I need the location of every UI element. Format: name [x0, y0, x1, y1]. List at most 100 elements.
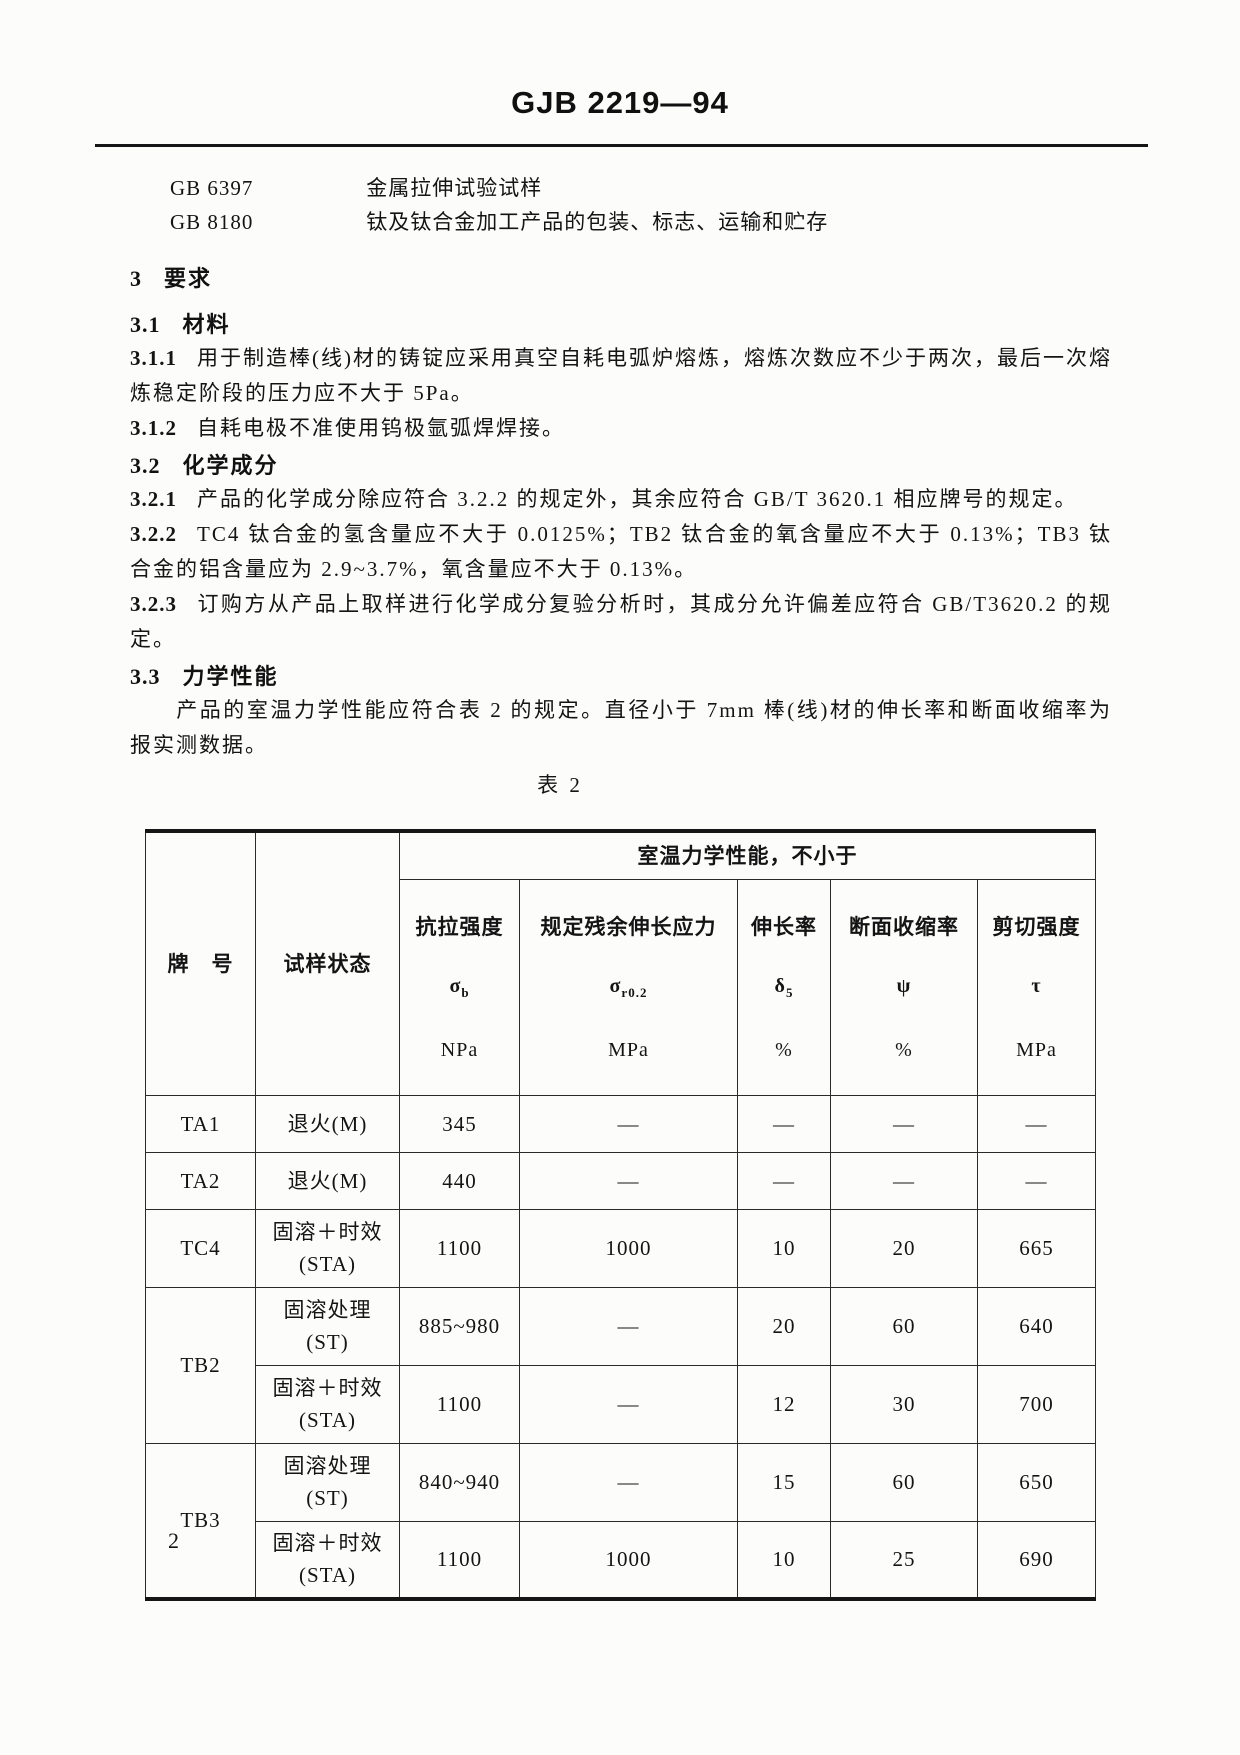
cell-residual: —: [519, 1286, 738, 1366]
clause-3-1-1: 3.1.1 用于制造棒(线)材的铸锭应采用真空自耗电弧炉熔炼，熔炼次数应不少于两次…: [130, 341, 1112, 411]
cell-tensile: 1100: [399, 1208, 520, 1288]
cell-grade: TB3: [145, 1442, 256, 1600]
cell-grade: TB2: [145, 1286, 256, 1444]
cell-elongation: 10: [737, 1520, 831, 1600]
header-unit: MPa: [608, 1038, 649, 1061]
references-list: GB 6397 金属拉伸试验试样 GB 8180 钛及钛合金加工产品的包装、标志…: [170, 171, 1240, 239]
doc-code-title: GJB 2219—94: [511, 85, 729, 120]
header-symbol: δ5: [740, 974, 828, 1005]
cell-shear: 650: [977, 1442, 1096, 1522]
section-number: 3: [130, 266, 142, 291]
symbol-base: ψ: [896, 974, 912, 997]
reference-item: GB 8180 钛及钛合金加工产品的包装、标志、运输和贮存: [170, 205, 1240, 239]
reference-code: GB 6397: [170, 176, 254, 200]
header-tensile-strength: 抗拉强度 σb NPa: [399, 878, 520, 1096]
section-title: 化学成分: [182, 453, 279, 478]
clause-3-2-3: 3.2.3 订购方从产品上取样进行化学成分复验分析时，其成分允许偏差应符合 GB/…: [130, 587, 1112, 657]
header-title: 断面收缩率: [849, 914, 959, 939]
cell-residual: —: [519, 1442, 738, 1522]
cell-shear: —: [977, 1094, 1096, 1153]
cell-tensile: 1100: [399, 1520, 520, 1600]
cell-tensile: 345: [399, 1094, 520, 1153]
clause-text: 产品的化学成分除应符合 3.2.2 的规定外，其余应符合 GB/T 3620.1…: [197, 487, 1078, 511]
table-row: TA1 退火(M) 345 — — — —: [145, 1094, 1096, 1153]
section-title: 力学性能: [182, 664, 279, 689]
cell-elongation: —: [737, 1151, 831, 1210]
reference-code: GB 8180: [170, 210, 254, 234]
cell-grade: TA2: [145, 1151, 256, 1210]
section-title: 要求: [164, 266, 213, 291]
clause-number: 3.2.1: [130, 487, 177, 511]
cell-state: 退火(M): [255, 1151, 400, 1210]
cell-state: 固溶＋时效 (STA): [255, 1208, 400, 1288]
section-number: 3.2: [130, 453, 161, 478]
table-row: TA2 退火(M) 440 — — — —: [145, 1151, 1096, 1210]
clause-text: 订购方从产品上取样进行化学成分复验分析时，其成分允许偏差应符合 GB/T3620…: [130, 592, 1112, 651]
section-3-2-heading: 3.2 化学成分: [130, 450, 1240, 482]
cell-reduction: 25: [830, 1520, 978, 1600]
symbol-base: σ: [449, 974, 462, 997]
header-state: 试样状态: [255, 830, 400, 1096]
header-unit: NPa: [440, 1038, 479, 1061]
cell-reduction: 60: [830, 1286, 978, 1366]
title-rule: [95, 144, 1148, 147]
clause-3-2-1: 3.2.1 产品的化学成分除应符合 3.2.2 的规定外，其余应符合 GB/T 3…: [130, 482, 1112, 517]
cell-shear: —: [977, 1151, 1096, 1210]
header-shear-strength: 剪切强度 τ MPa: [977, 878, 1096, 1096]
table-row: TC4 固溶＋时效 (STA) 1100 1000 10 20 665: [145, 1208, 1096, 1288]
header-title: 抗拉强度: [415, 914, 504, 939]
header-residual-stress: 规定残余伸长应力 σr0.2 MPa: [519, 878, 738, 1096]
cell-residual: —: [519, 1364, 738, 1444]
header-symbol: τ: [980, 974, 1093, 1005]
symbol-sub: b: [461, 984, 470, 1000]
table-row: 固溶＋时效 (STA) 1100 — 12 30 700: [146, 1364, 1096, 1444]
reference-title: 金属拉伸试验试样: [366, 176, 543, 200]
cell-residual: —: [519, 1151, 738, 1210]
cell-reduction: 30: [830, 1364, 978, 1444]
page-number: 2: [168, 1528, 179, 1553]
header-title: 伸长率: [751, 914, 817, 939]
cell-residual: —: [519, 1094, 738, 1153]
header-grade: 牌 号: [145, 830, 256, 1096]
paragraph-text: 产品的室温力学性能应符合表 2 的规定。直径小于 7mm 棒(线)材的伸长率和断…: [130, 698, 1112, 757]
header-reduction-of-area: 断面收缩率 ψ %: [830, 878, 978, 1096]
cell-residual: 1000: [519, 1208, 738, 1288]
cell-reduction: —: [830, 1094, 978, 1153]
symbol-base: δ: [774, 974, 786, 997]
clause-number: 3.2.2: [130, 522, 177, 546]
section-3-1-heading: 3.1 材料: [130, 309, 1240, 341]
clause-text: TC4 钛合金的氢含量应不大于 0.0125%；TB2 钛合金的氧含量应不大于 …: [130, 522, 1112, 581]
table-row: TB2 固溶处理 (ST) 885~980 — 20 60 640: [145, 1286, 1096, 1444]
cell-reduction: 60: [830, 1442, 978, 1522]
symbol-base: τ: [1031, 974, 1042, 997]
symbol-sub: 5: [785, 984, 794, 1000]
clause-number: 3.1.1: [130, 346, 177, 370]
table-2: 牌 号 试样状态 室温力学性能，不小于 抗拉强度 σb NPa 规定残余伸长应力…: [145, 829, 1096, 1601]
cell-elongation: 15: [737, 1442, 831, 1522]
symbol-base: σ: [609, 974, 622, 997]
header-elongation: 伸长率 δ5 %: [737, 878, 831, 1096]
clause-text: 用于制造棒(线)材的铸锭应采用真空自耗电弧炉熔炼，熔炼次数应不少于两次，最后一次…: [130, 346, 1112, 405]
cell-shear: 690: [977, 1520, 1096, 1600]
cell-reduction: 20: [830, 1208, 978, 1288]
reference-title: 钛及钛合金加工产品的包装、标志、运输和贮存: [366, 210, 829, 234]
cell-tensile: 1100: [399, 1364, 520, 1444]
cell-tensile: 840~940: [399, 1442, 520, 1522]
section-title: 材料: [182, 312, 231, 337]
table-row: 固溶＋时效 (STA) 1100 1000 10 25 690: [146, 1520, 1096, 1600]
cell-state: 固溶处理 (ST): [255, 1442, 400, 1522]
cell-grade: TC4: [145, 1208, 256, 1288]
cell-state: 固溶处理 (ST): [255, 1286, 400, 1366]
clause-text: 自耗电极不准使用钨极氩弧焊焊接。: [197, 416, 565, 440]
header-symbol: σr0.2: [522, 974, 735, 1005]
clause-3-2-2: 3.2.2 TC4 钛合金的氢含量应不大于 0.0125%；TB2 钛合金的氧含量…: [130, 517, 1112, 587]
section-number: 3.3: [130, 664, 161, 689]
reference-item: GB 6397 金属拉伸试验试样: [170, 171, 1240, 205]
cell-elongation: 20: [737, 1286, 831, 1366]
table-caption: 表 2: [537, 773, 583, 797]
clause-3-1-2: 3.1.2 自耗电极不准使用钨极氩弧焊焊接。: [130, 411, 1112, 446]
cell-tensile: 440: [399, 1151, 520, 1210]
header-title: 剪切强度: [992, 914, 1081, 939]
cell-shear: 700: [977, 1364, 1096, 1444]
cell-shear: 640: [977, 1286, 1096, 1366]
